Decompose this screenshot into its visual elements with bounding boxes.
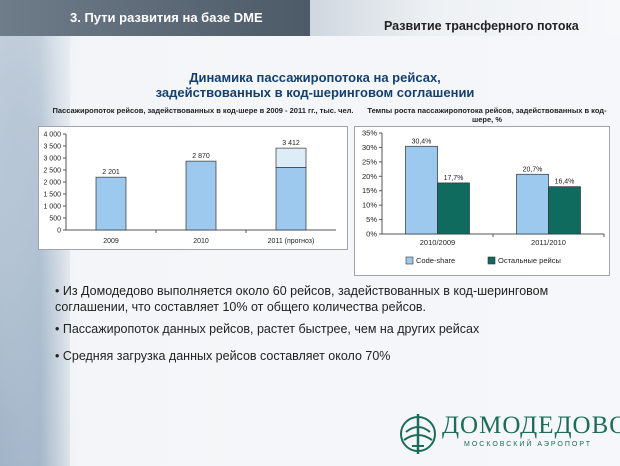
x-tick-label: 2010/2009 <box>420 238 455 247</box>
x-tick-label: 2011 (прогноз) <box>268 238 315 245</box>
y-tick-label: 20% <box>362 172 377 181</box>
bar-value-label: 20,7% <box>523 166 543 173</box>
y-tick-label: 3 500 <box>43 144 61 151</box>
legend-label: Code-share <box>416 256 455 265</box>
y-tick-label: 5% <box>366 215 377 224</box>
logo-name: ДОМОДЕДОВО <box>442 412 620 439</box>
y-tick-label: 0 <box>57 228 61 235</box>
main-title: Динамика пассажиропотока на рейсах, заде… <box>150 70 480 100</box>
header-right <box>310 0 620 36</box>
y-tick-label: 35% <box>362 129 377 138</box>
growth-rate-chart: 0% 5% 10% 15% 20% 25% 30% 35% 30,4% 17,7% 2010/200… <box>354 126 610 276</box>
bar-forecast-upper <box>275 147 307 168</box>
y-tick-label: 2 000 <box>43 180 61 187</box>
x-tick-label: 2009 <box>103 238 119 245</box>
x-tick-label: 2011/2010 <box>531 238 566 247</box>
bar-value-label: 16,4% <box>555 179 575 186</box>
legend-swatch-codeshare <box>405 256 414 265</box>
y-tick-label: 0% <box>366 230 377 239</box>
bullet-item: • Средняя загрузка данных рейсов составл… <box>55 349 391 363</box>
y-tick-label: 3 000 <box>43 156 61 163</box>
y-tick-label: 10% <box>362 201 377 210</box>
bar-value-label: 17,7% <box>444 175 464 182</box>
bar-other <box>437 182 470 235</box>
bar-value-label: 30,4% <box>412 138 432 145</box>
bar <box>185 160 217 231</box>
main-title-line-2: задействованных в код-шеринговом соглаше… <box>155 85 475 100</box>
header-bar: 3. Пути развития на базе DME <box>0 0 310 36</box>
main-title-line-1: Динамика пассажиропотока на рейсах, <box>189 70 441 85</box>
logo-subtitle: МОСКОВСКИЙ АЭРОПОРТ <box>464 441 592 448</box>
y-tick-label: 4 000 <box>43 132 61 139</box>
airport-logo-icon <box>400 414 436 454</box>
y-tick-label: 2 500 <box>43 168 61 175</box>
passenger-flow-chart: 0 500 1 000 1 500 2 000 2 500 3 000 3 500 4 000 2… <box>38 126 348 250</box>
y-tick-label: 1 000 <box>43 204 61 211</box>
legend-label: Остальные рейсы <box>498 256 561 265</box>
left-chart-title: Пассажиропоток рейсов, задействованных в… <box>52 106 354 115</box>
topic-title: Развитие трансферного потока <box>384 19 579 33</box>
section-title: 3. Пути развития на базе DME <box>70 10 263 25</box>
y-tick-label: 25% <box>362 157 377 166</box>
bullet-item: • Из Домодедово выполняется около 60 рей… <box>55 284 549 314</box>
bar-value-label: 3 412 <box>282 140 300 147</box>
bullet-list: • Из Домодедово выполняется около 60 рей… <box>55 283 575 364</box>
y-tick-label: 15% <box>362 186 377 195</box>
legend-swatch-other <box>487 256 496 265</box>
bar-value-label: 2 201 <box>102 169 120 176</box>
bar-codeshare <box>516 173 549 235</box>
x-tick-label: 2010 <box>193 238 209 245</box>
bar-forecast-lower <box>275 167 307 231</box>
logo: ДОМОДЕДОВО МОСКОВСКИЙ АЭРОПОРТ <box>398 410 620 460</box>
bar <box>95 176 127 231</box>
bar-codeshare <box>405 145 438 235</box>
y-tick-label: 30% <box>362 143 377 152</box>
y-tick-label: 500 <box>49 216 61 223</box>
right-chart-title: Темпы роста пассажиропотока рейсов, заде… <box>367 106 607 124</box>
bullet-item: • Пассажиропоток данных рейсов, растет б… <box>55 322 480 336</box>
bar-other <box>548 186 581 235</box>
y-tick-label: 1 500 <box>43 192 61 199</box>
bar-value-label: 2 870 <box>192 153 210 160</box>
